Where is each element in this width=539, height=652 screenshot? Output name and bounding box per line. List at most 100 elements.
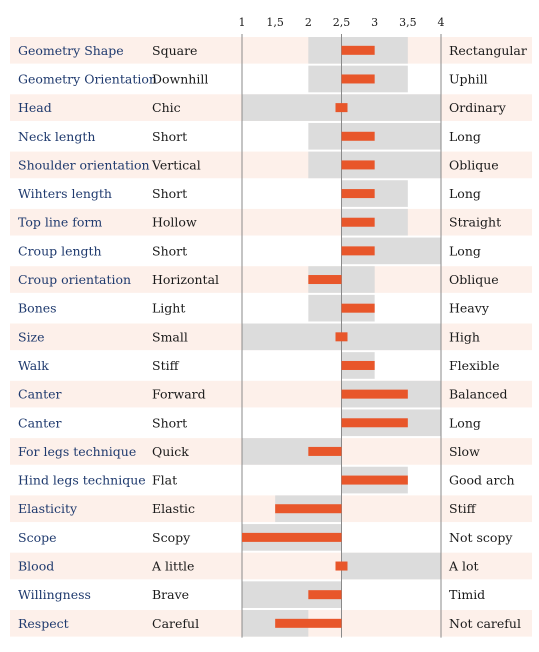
row-band <box>10 266 532 293</box>
x-tick-label: 3,5 <box>399 16 417 29</box>
low-label: Small <box>152 329 188 344</box>
high-label: High <box>449 329 480 344</box>
value-bar <box>341 131 375 141</box>
trait-label: Geometry Orientation <box>18 71 157 86</box>
low-label: Forward <box>152 387 206 402</box>
high-label: Ordinary <box>449 100 507 115</box>
trait-label: Bones <box>18 301 57 316</box>
trait-label: Head <box>18 100 52 115</box>
low-label: Quick <box>152 444 189 459</box>
trait-label: Neck length <box>18 129 95 144</box>
trait-label: Top line form <box>18 215 102 230</box>
high-label: Long <box>449 129 481 144</box>
value-bar <box>341 189 375 199</box>
value-bar <box>341 303 375 313</box>
low-label: A little <box>151 559 194 574</box>
value-bar <box>275 618 342 628</box>
low-label: Short <box>152 415 187 430</box>
trait-label: Wihters length <box>18 186 112 201</box>
trait-label: Shoulder orientation <box>18 157 150 172</box>
high-label: Oblique <box>449 157 499 172</box>
trait-label: Respect <box>18 616 69 631</box>
high-label: Heavy <box>449 301 490 316</box>
low-label: Downhill <box>152 71 208 86</box>
value-bar <box>341 418 408 428</box>
range-bar <box>308 151 441 179</box>
value-bar <box>308 446 342 456</box>
x-tick-label: 2 <box>305 16 312 29</box>
low-label: Short <box>152 129 187 144</box>
low-label: Horizontal <box>152 272 219 287</box>
trait-label: For legs technique <box>18 444 136 459</box>
low-label: Elastic <box>152 501 195 516</box>
trait-label: Croup length <box>18 243 102 258</box>
value-bar <box>341 246 375 256</box>
low-label: Careful <box>152 616 199 631</box>
low-label: Flat <box>152 473 177 488</box>
low-label: Scopy <box>152 530 191 545</box>
x-tick-label: 4 <box>438 16 445 29</box>
high-label: A lot <box>448 559 479 574</box>
high-label: Flexible <box>449 358 500 373</box>
value-bar <box>341 217 375 227</box>
value-bar <box>242 532 342 542</box>
x-tick-labels: 1 1,5 2 2,5 3 3,5 4 <box>239 16 445 29</box>
low-label: Short <box>152 186 187 201</box>
row-band <box>10 552 532 580</box>
low-label: Short <box>152 243 187 258</box>
high-label: Uphill <box>449 71 488 86</box>
value-bar <box>341 360 375 370</box>
value-bar <box>341 45 375 55</box>
trait-label: Canter <box>18 387 61 402</box>
value-bar <box>335 332 348 342</box>
x-tick-label: 1 <box>239 16 246 29</box>
high-label: Not scopy <box>449 530 513 545</box>
trait-label: Size <box>18 329 45 344</box>
value-bar <box>341 160 375 170</box>
trait-label: Willingness <box>18 587 91 602</box>
value-bar <box>308 590 342 600</box>
value-bar <box>341 74 375 84</box>
value-bar <box>341 389 408 399</box>
high-label: Long <box>449 186 481 201</box>
value-bar <box>275 504 342 514</box>
trait-label: Blood <box>18 559 54 574</box>
value-bar <box>335 561 348 571</box>
row-band <box>10 208 532 236</box>
low-label: Light <box>152 301 185 316</box>
low-label: Stiff <box>152 358 180 373</box>
x-tick-label: 3 <box>371 16 378 29</box>
row-band <box>10 495 532 523</box>
high-label: Oblique <box>449 272 499 287</box>
range-bar <box>341 552 441 580</box>
high-label: Stiff <box>449 501 477 516</box>
low-label: Vertical <box>151 157 201 172</box>
range-bar <box>308 122 441 150</box>
trait-label: Geometry Shape <box>18 43 124 58</box>
high-label: Timid <box>449 587 485 602</box>
trait-label: Canter <box>18 415 61 430</box>
low-label: Hollow <box>152 215 197 230</box>
row-band <box>10 380 532 408</box>
high-label: Long <box>449 415 481 430</box>
high-label: Straight <box>449 215 501 230</box>
high-label: Not careful <box>449 616 521 631</box>
row-band <box>10 151 532 179</box>
trait-label: Elasticity <box>18 501 78 516</box>
low-label: Chic <box>152 100 181 115</box>
trait-label: Walk <box>18 358 49 373</box>
value-bars <box>242 45 408 628</box>
high-label: Rectangular <box>449 43 527 58</box>
trait-label: Hind legs technique <box>18 473 146 488</box>
value-bar <box>341 475 408 485</box>
row-band <box>10 37 532 64</box>
high-label: Long <box>449 243 481 258</box>
value-bar <box>335 103 348 113</box>
value-bar <box>308 275 342 285</box>
trait-label: Scope <box>18 530 57 545</box>
high-label: Good arch <box>449 473 515 488</box>
low-label: Square <box>152 43 197 58</box>
high-label: Slow <box>449 444 480 459</box>
x-tick-label: 2,5 <box>333 16 351 29</box>
